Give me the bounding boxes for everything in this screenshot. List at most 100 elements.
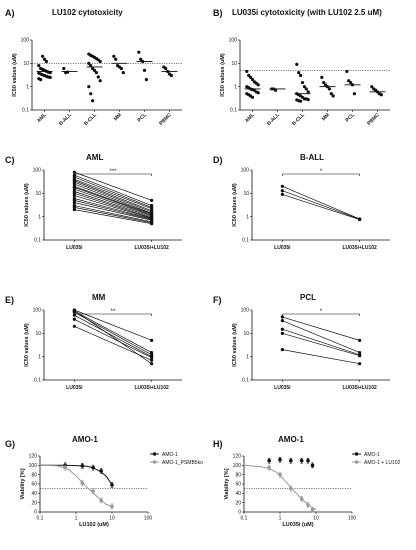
panel-title: B-ALL — [300, 153, 324, 162]
category-label: B-ALL — [58, 112, 73, 127]
pair-line — [74, 171, 152, 201]
data-point — [256, 83, 260, 87]
pair-line — [282, 316, 360, 341]
data-point — [114, 57, 118, 61]
legend-label: AMO-1_PSMB5ko — [162, 460, 203, 466]
data-point — [39, 78, 43, 82]
pair-line — [282, 328, 360, 356]
panel-label: G) — [5, 439, 15, 449]
significance-label: * — [320, 309, 323, 315]
data-point — [87, 61, 91, 65]
pair-line — [282, 194, 360, 220]
y-tick-label: 80 — [235, 472, 241, 478]
x-tick-label: 10 — [109, 516, 115, 522]
y-tick-label: 100 — [241, 168, 250, 174]
y-tick-label: 1 — [246, 214, 249, 220]
data-point — [278, 457, 282, 462]
data-point — [306, 97, 310, 102]
data-point — [329, 92, 333, 96]
data-point — [72, 182, 76, 186]
pair-line — [74, 191, 152, 217]
x-axis-label: LU035i (uM) — [282, 522, 313, 528]
pair-line — [74, 207, 152, 224]
data-point — [280, 348, 284, 352]
y-tick-label: 0.1 — [34, 238, 41, 244]
panel-c: C) AML 0.1 1 10 100 IC50 values (uM) LU035i LU03… — [5, 153, 182, 251]
category-label: LU035i — [274, 385, 291, 391]
pair-line — [74, 202, 152, 221]
category-label: LU035i — [66, 385, 83, 391]
x-tick-label: 10 — [313, 516, 319, 522]
data-point — [142, 68, 147, 72]
panel-h: H) AMO-1 0 20 40 60 80 100 120 Viability [%] 0.1 1 1… — [213, 435, 400, 528]
y-tick-label: 100 — [229, 38, 238, 44]
y-tick-label: 0 — [34, 510, 37, 516]
data-point — [72, 208, 76, 212]
data-point — [299, 458, 304, 463]
panel-label: D) — [213, 155, 223, 165]
data-point — [249, 75, 253, 79]
panel-b: B) LU035i cytotoxicity (with LU102 2.5 uM… — [213, 8, 390, 127]
pair-line — [74, 209, 152, 225]
data-point — [48, 75, 52, 79]
data-point — [358, 338, 362, 342]
panel-title: AML — [86, 153, 103, 162]
data-point — [110, 483, 114, 487]
legend-label: AMO-1 — [162, 452, 178, 458]
panel-label: B) — [213, 8, 223, 18]
y-tick-label: 60 — [31, 482, 37, 488]
category-label: AML — [244, 112, 256, 124]
y-axis-label: Viability [%] — [20, 468, 26, 499]
category-label: LU035i — [274, 245, 291, 251]
data-point — [72, 201, 76, 205]
data-point — [300, 80, 305, 85]
y-tick-label: 20 — [31, 500, 37, 506]
y-tick-label: 10 — [243, 331, 249, 337]
pair-line — [282, 190, 360, 220]
pair-line — [74, 318, 152, 359]
panel-label: H) — [213, 439, 223, 449]
pair-line — [74, 183, 152, 214]
significance-label: *** — [109, 169, 117, 175]
y-tick-label: 1 — [246, 354, 249, 360]
data-point — [144, 78, 148, 82]
y-tick-label: 10 — [35, 191, 41, 197]
y-tick-label: 10 — [35, 331, 41, 337]
pair-line — [74, 188, 152, 217]
y-tick-label: 10 — [23, 61, 29, 67]
data-point — [42, 57, 47, 61]
legend-marker — [354, 460, 359, 464]
significance-label: * — [320, 169, 323, 175]
data-point — [150, 358, 154, 362]
data-point — [92, 68, 97, 72]
panel-g: G) AMO-1 0 20 40 60 80 100 120 Viability [%] 0.1 1 1… — [5, 435, 203, 528]
data-point — [352, 92, 356, 96]
pair-line — [74, 309, 152, 341]
pair-line — [74, 180, 152, 212]
data-point — [358, 354, 362, 358]
data-point — [96, 75, 100, 79]
data-point — [280, 315, 284, 319]
pair-line — [74, 176, 152, 208]
data-point — [80, 481, 85, 485]
data-point — [345, 69, 349, 74]
y-tick-label: 1 — [38, 354, 41, 360]
data-point — [280, 319, 284, 323]
data-point — [62, 66, 66, 71]
category-label: LU035i — [66, 245, 83, 251]
data-point — [299, 99, 303, 103]
panel-title: PCL — [300, 293, 316, 302]
pair-line — [74, 195, 152, 219]
category-label: PCL — [345, 112, 356, 123]
category-label: LU035i+LU102 — [134, 385, 169, 391]
data-point — [91, 465, 95, 470]
category-label: MM — [113, 112, 123, 122]
y-axis-label: IC50 values (uM) — [220, 53, 226, 97]
y-tick-label: 100 — [233, 463, 242, 469]
y-tick-label: 0.1 — [242, 378, 249, 384]
pair-line — [282, 349, 360, 365]
data-point — [280, 189, 284, 193]
data-point — [280, 192, 284, 197]
x-tick-label: 100 — [144, 516, 153, 522]
data-point — [370, 85, 374, 89]
